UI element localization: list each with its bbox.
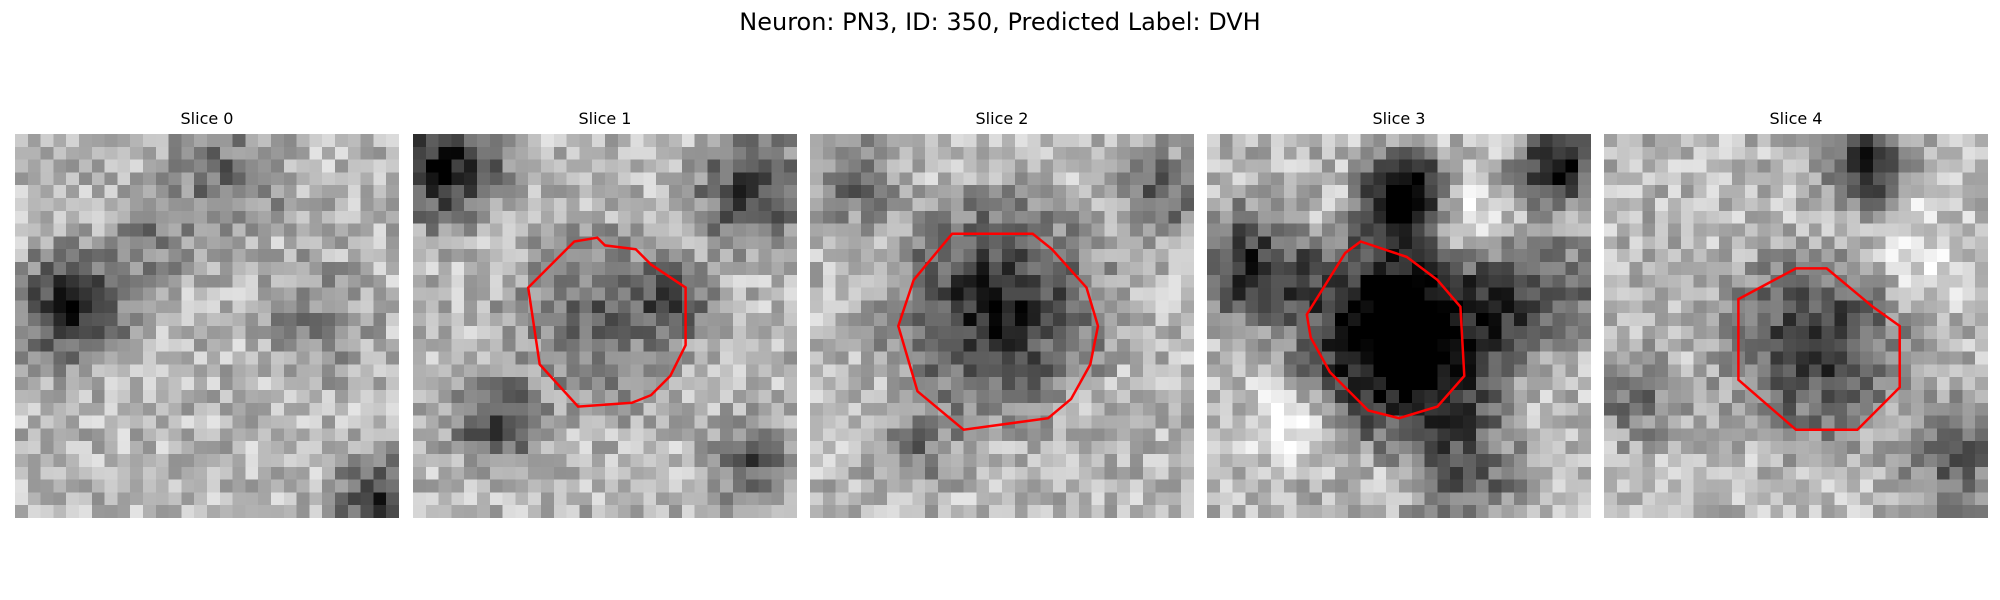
slice-title: Slice 3 [1372,109,1426,128]
slice-title: Slice 2 [975,109,1029,128]
slice-title: Slice 1 [578,109,632,128]
slice-title: Slice 0 [180,109,234,128]
pixel-grid [1604,134,1988,518]
pixel-grid [1207,134,1591,518]
pixel-grid [15,134,399,518]
pixel-grid [413,134,797,518]
slice-image [810,134,1194,518]
roi-contour [1737,267,1901,431]
slice-image [1207,134,1591,518]
roi-contour [526,236,687,408]
micrograph-svg [1207,134,1591,518]
roi-contour [896,232,1100,432]
micrograph-svg [413,134,797,518]
slice-image [15,134,399,518]
micrograph-svg [810,134,1194,518]
slice-image [413,134,797,518]
slice-title: Slice 4 [1769,109,1823,128]
slice-image [1604,134,1988,518]
pixel-grid [810,134,1194,518]
roi-contour [1305,240,1466,420]
micrograph-svg [1604,134,1988,518]
micrograph-svg [15,134,399,518]
figure-title: Neuron: PN3, ID: 350, Predicted Label: D… [739,8,1261,36]
